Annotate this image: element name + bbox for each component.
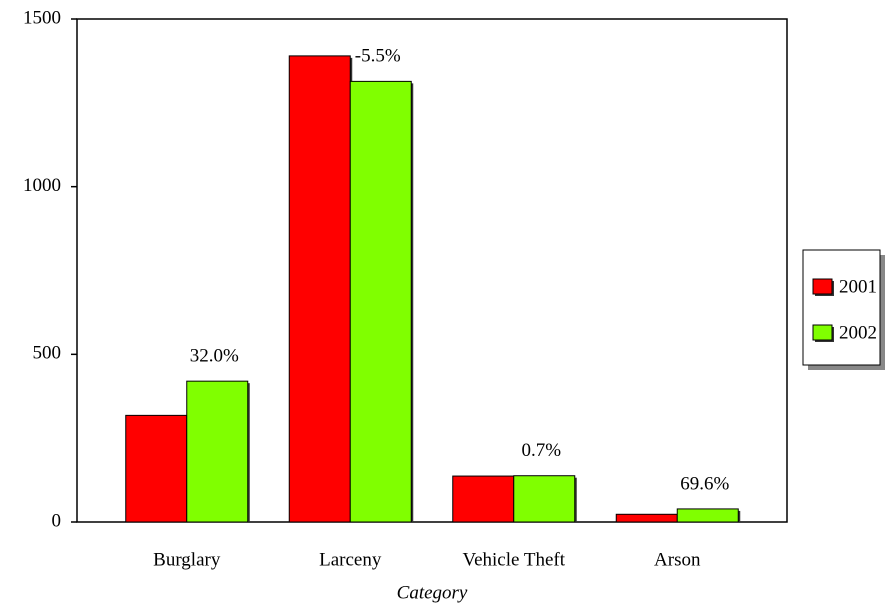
plot-frame: [76, 18, 788, 523]
bar: [513, 475, 576, 523]
y-tick-label: 1500: [23, 7, 61, 28]
annotation: -5.5%: [355, 46, 401, 67]
x-tick-label: Larceny: [319, 549, 382, 570]
bar: [349, 80, 412, 523]
bar: [615, 513, 678, 523]
bar: [288, 55, 351, 523]
annotation: 69.6%: [680, 473, 729, 494]
x-tick-label: Vehicle Theft: [462, 549, 565, 570]
bar: [125, 414, 188, 523]
x-axis-label: Category: [397, 582, 468, 603]
bar: [452, 475, 515, 523]
y-tick-label: 1000: [23, 175, 61, 196]
legend-swatch: [812, 278, 833, 295]
legend-box: [802, 249, 881, 366]
legend-label: 2002: [839, 322, 877, 343]
y-tick-label: 500: [33, 343, 62, 364]
bar: [186, 380, 249, 523]
x-tick-label: Burglary: [153, 549, 221, 570]
legend-label: 2001: [839, 276, 877, 297]
bar: [676, 508, 739, 523]
legend-swatch: [812, 324, 833, 341]
x-tick-label: Arson: [654, 549, 701, 570]
annotation: 32.0%: [190, 346, 239, 367]
annotation: 0.7%: [521, 440, 561, 461]
y-tick-label: 0: [52, 510, 62, 531]
